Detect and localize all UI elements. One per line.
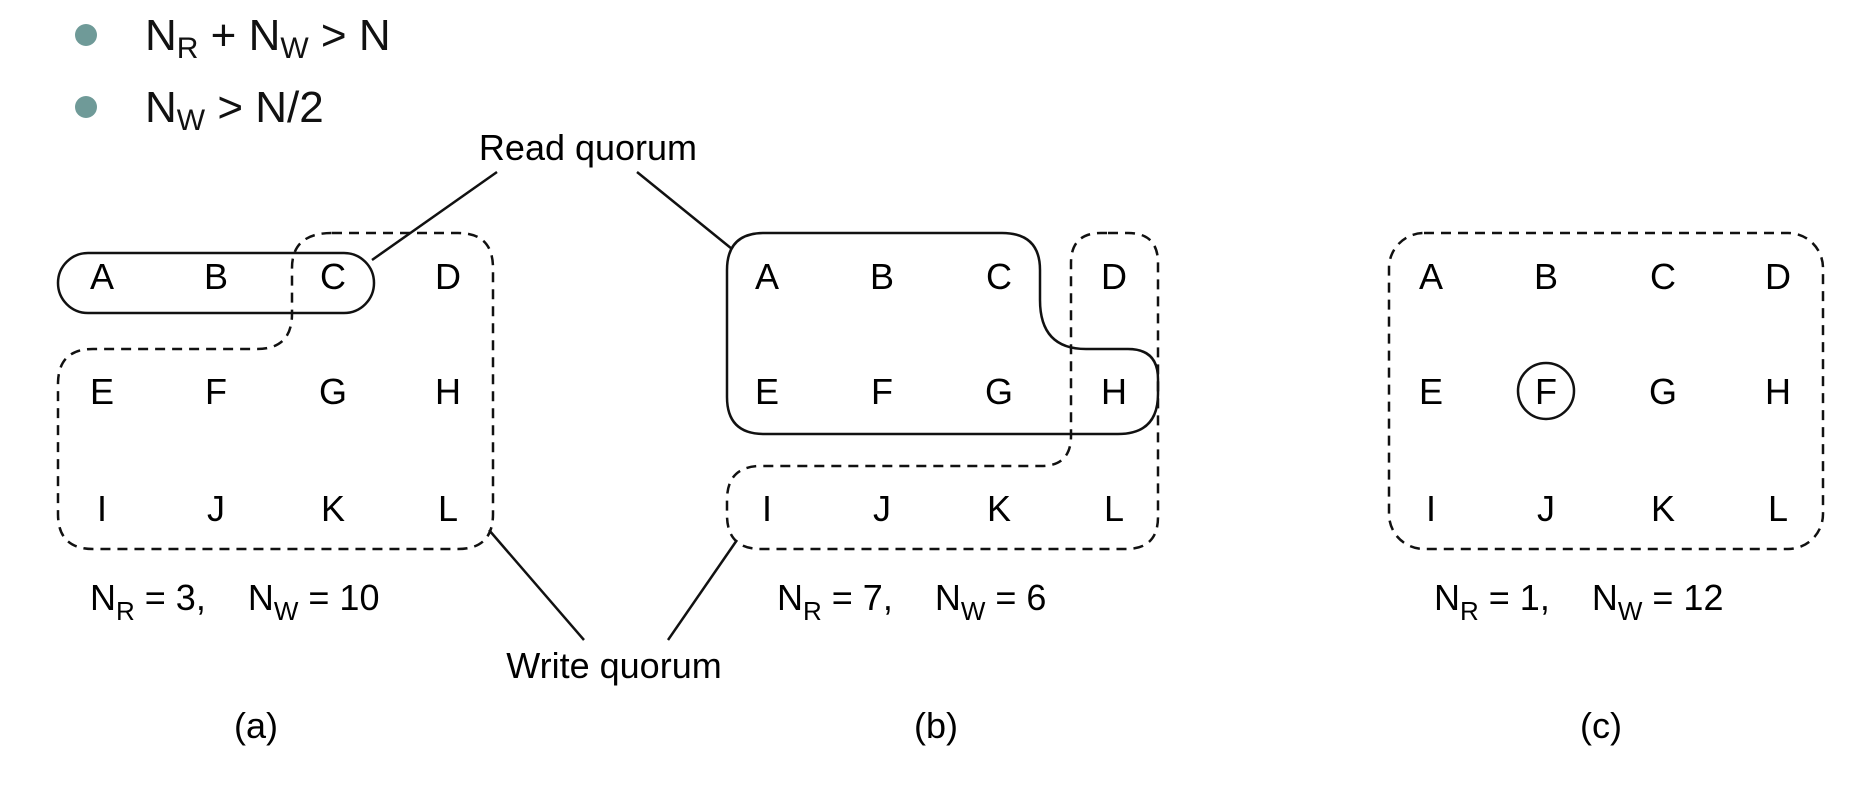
quorum-values-c: NR = 1, NW = 12 <box>1434 577 1723 626</box>
replica-node-k: K <box>321 488 345 529</box>
replica-node-g: G <box>319 371 347 412</box>
replica-node-j: J <box>1537 488 1555 529</box>
replica-node-l: L <box>438 488 458 529</box>
read-quorum-b <box>725 231 1160 436</box>
write-leader-line-a <box>488 529 585 641</box>
replica-node-l: L <box>1104 488 1124 529</box>
write-leader-line-b <box>666 539 739 641</box>
replica-node-j: J <box>873 488 891 529</box>
replica-node-i: I <box>97 488 107 529</box>
read-leader-line-b <box>636 171 733 250</box>
replica-node-e: E <box>90 371 114 412</box>
replica-node-k: K <box>987 488 1011 529</box>
replica-node-i: I <box>762 488 772 529</box>
replica-node-f: F <box>871 371 893 412</box>
node-grid: A B C D E F G H I J K L A B C D E F G H I J K L A B C D E F G H I J K L <box>90 256 1791 529</box>
write-quorum-a <box>56 231 495 551</box>
replica-node-d: D <box>1101 256 1127 297</box>
replica-node-h: H <box>1101 371 1127 412</box>
read-leader-line-a <box>371 170 498 262</box>
replica-node-f: F <box>205 371 227 412</box>
replica-node-e: E <box>755 371 779 412</box>
replica-node-i: I <box>1426 488 1436 529</box>
replica-node-b: B <box>204 256 228 297</box>
replica-node-k: K <box>1651 488 1675 529</box>
replica-node-g: G <box>1649 371 1677 412</box>
panel-label-a: (a) <box>234 705 278 746</box>
panel-label-c: (c) <box>1580 705 1622 746</box>
write-quorum-c <box>1387 231 1825 551</box>
replica-node-a: A <box>1419 256 1443 297</box>
replica-node-c: C <box>986 256 1012 297</box>
read-quorum-c <box>1516 361 1576 421</box>
condition-text: NW > N/2 <box>145 83 324 137</box>
replica-node-h: H <box>1765 371 1791 412</box>
panel-label-b: (b) <box>914 705 958 746</box>
replica-node-b: B <box>1534 256 1558 297</box>
read-quorum-a <box>56 251 376 315</box>
bullet-dot-icon <box>75 24 97 46</box>
write-quorum-label: Write quorum <box>506 645 721 686</box>
condition-text: NR + NW > N <box>145 11 391 65</box>
replica-node-a: A <box>90 256 114 297</box>
replica-node-f: F <box>1535 371 1557 412</box>
replica-node-c: C <box>320 256 346 297</box>
replica-node-l: L <box>1768 488 1788 529</box>
write-quorum-b <box>725 231 1160 551</box>
bullet-dot-icon <box>75 96 97 118</box>
quorum-values-a: NR = 3, NW = 10 <box>90 577 379 626</box>
replica-node-d: D <box>1765 256 1791 297</box>
replica-node-b: B <box>870 256 894 297</box>
quorum-values-b: NR = 7, NW = 6 <box>777 577 1046 626</box>
replica-node-c: C <box>1650 256 1676 297</box>
replica-node-h: H <box>435 371 461 412</box>
replica-node-j: J <box>207 488 225 529</box>
replica-node-d: D <box>435 256 461 297</box>
replica-node-g: G <box>985 371 1013 412</box>
read-quorum-label: Read quorum <box>479 127 697 168</box>
replica-node-a: A <box>755 256 779 297</box>
replica-node-e: E <box>1419 371 1443 412</box>
